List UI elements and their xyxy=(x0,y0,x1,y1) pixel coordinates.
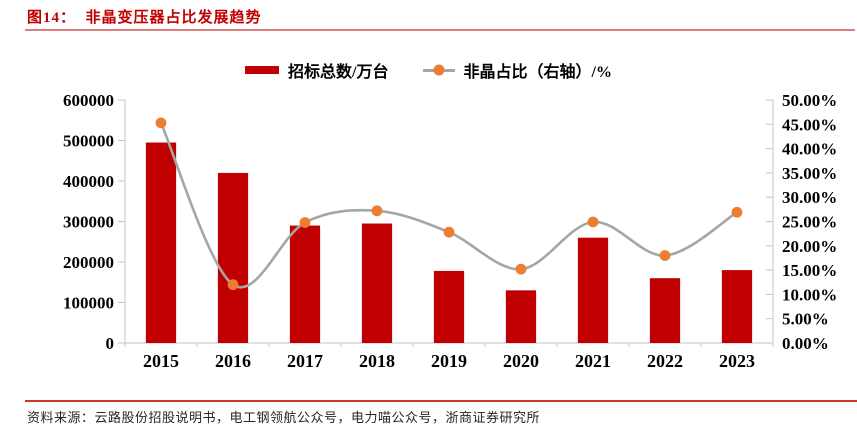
right-axis-tick-label: 0.00% xyxy=(782,334,829,353)
x-axis-category-label: 2016 xyxy=(215,351,251,371)
left-axis-tick-label: 600000 xyxy=(63,91,114,110)
chart-legend: 招标总数/万台 非晶占比（右轴）/% xyxy=(0,58,857,82)
left-axis-tick-label: 0 xyxy=(106,334,115,353)
legend-item-bar-series: 招标总数/万台 xyxy=(245,58,389,82)
marker-2018 xyxy=(371,205,383,217)
x-axis-category-label: 2021 xyxy=(575,351,611,371)
bar-series xyxy=(145,142,753,343)
bar-2018 xyxy=(361,223,393,343)
right-axis-tick-label: 30.00% xyxy=(782,188,837,207)
bar-2020 xyxy=(505,290,537,343)
x-axis-category-label: 2020 xyxy=(503,351,539,371)
x-axis-category-label: 2018 xyxy=(359,351,395,371)
x-axis-category-label: 2023 xyxy=(719,351,755,371)
right-axis-tick-label: 10.00% xyxy=(782,285,837,304)
left-axis-tick-label: 400000 xyxy=(63,172,114,191)
right-axis-tick-label: 25.00% xyxy=(782,213,837,232)
right-axis-tick-label: 5.00% xyxy=(782,310,829,329)
left-axis-tick-label: 300000 xyxy=(63,213,114,232)
marker-2017 xyxy=(299,217,311,228)
bar-2022 xyxy=(649,278,681,343)
marker-2022 xyxy=(659,250,671,261)
bar-2021 xyxy=(577,237,609,343)
bar-2019 xyxy=(433,270,465,343)
right-axis-tick-label: 40.00% xyxy=(782,140,837,159)
marker-2023 xyxy=(731,206,743,218)
source-note: 资料来源：云路股份招股说明书，电工钢领航公众号，电力喵公众号，浙商证券研究所 xyxy=(27,410,541,425)
x-axis-category-label: 2017 xyxy=(287,351,323,371)
marker-2015 xyxy=(155,117,167,129)
left-axis-tick-label: 200000 xyxy=(63,253,114,272)
bar-2023 xyxy=(721,270,753,343)
legend-line-label: 非晶占比（右轴）/% xyxy=(463,64,612,81)
x-axis-category-label: 2022 xyxy=(647,351,683,371)
right-axis-tick-label: 15.00% xyxy=(782,261,837,280)
marker-2016 xyxy=(227,279,239,291)
figure-title: 图14： 非晶变压器占比发展趋势 xyxy=(27,10,262,26)
x-axis-category-label: 2019 xyxy=(431,351,467,371)
line-marker-swatch-icon xyxy=(422,64,455,76)
right-axis-tick-label: 50.00% xyxy=(782,91,837,110)
right-axis-tick-label: 45.00% xyxy=(782,115,837,134)
bar-2017 xyxy=(289,225,321,343)
legend-item-line-series: 非晶占比（右轴）/% xyxy=(422,58,612,82)
bar-2015 xyxy=(145,142,177,343)
combo-chart: 0 100000 200000 300000 400000 500000 600000 0.0… xyxy=(63,91,837,371)
legend-bar-label: 招标总数/万台 xyxy=(288,64,389,81)
line-markers xyxy=(155,117,743,291)
marker-2019 xyxy=(443,226,455,238)
marker-2020 xyxy=(515,263,527,275)
left-axis-tick-label: 500000 xyxy=(63,132,114,151)
right-axis-tick-label: 35.00% xyxy=(782,164,837,183)
footer-rule xyxy=(25,400,857,402)
bar-swatch-icon xyxy=(245,66,280,74)
title-rule xyxy=(25,29,855,31)
marker-2021 xyxy=(587,216,599,228)
left-axis-tick-label: 100000 xyxy=(63,294,114,313)
right-axis-tick-label: 20.00% xyxy=(782,237,837,256)
x-axis-category-label: 2015 xyxy=(143,351,179,371)
bar-2016 xyxy=(217,172,249,343)
